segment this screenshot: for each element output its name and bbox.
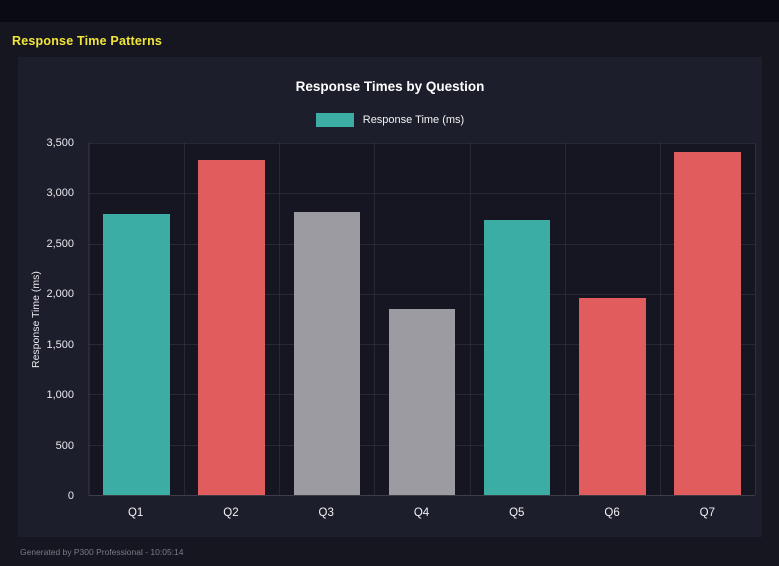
chart-panel: Response Times by Question Response Time… — [18, 57, 762, 537]
footer-note: Generated by P300 Professional - 10:05:1… — [20, 547, 184, 557]
bar-cell — [565, 143, 660, 495]
gridline-vertical — [469, 143, 471, 495]
bar-q5 — [483, 220, 551, 495]
top-window-strip — [0, 0, 779, 22]
legend-label: Response Time (ms) — [362, 114, 465, 126]
chart-legend: Response Time (ms) — [18, 113, 762, 127]
gridline-vertical — [564, 143, 566, 495]
y-tick-label: 1,000 — [46, 389, 74, 402]
y-tick-label: 2,500 — [46, 237, 74, 250]
y-tick-label: 1,500 — [46, 338, 74, 351]
gridline-vertical — [184, 143, 186, 495]
legend-swatch-icon — [315, 113, 354, 127]
bar-cell — [89, 143, 184, 495]
bars — [89, 143, 755, 495]
bar-q7 — [674, 152, 741, 495]
gridline-horizontal — [89, 143, 755, 144]
gridline-vertical — [89, 143, 90, 495]
gridline-vertical — [279, 143, 281, 495]
bar-cell — [470, 143, 565, 495]
gridline-vertical — [659, 143, 661, 495]
x-tick-label: Q3 — [318, 507, 334, 519]
bar-q1 — [103, 214, 170, 495]
x-axis-labels: Q1 Q2 Q3 Q4 Q5 Q6 Q7 — [88, 507, 755, 519]
bar-q4 — [388, 308, 456, 495]
y-axis-ticks: 0 500 1,000 1,500 2,000 2,500 3,000 3,500 — [18, 137, 80, 502]
gridline-horizontal — [89, 193, 755, 195]
y-tick-label: 3,500 — [46, 137, 74, 149]
bar-cell — [184, 143, 279, 495]
gridline-horizontal — [89, 293, 755, 295]
x-tick-label: Q4 — [413, 507, 430, 519]
x-tick-label: Q5 — [509, 507, 525, 519]
page-title: Response Time Patterns — [12, 34, 163, 48]
y-tick-label: 2,000 — [46, 288, 74, 301]
bar-cell — [660, 143, 755, 495]
bar-cell — [279, 143, 374, 495]
x-tick-label: Q7 — [699, 507, 715, 519]
bar-cell — [374, 143, 469, 495]
y-tick-label: 500 — [55, 439, 74, 452]
x-tick-label: Q1 — [127, 507, 144, 519]
gridline-vertical — [755, 143, 756, 495]
bar-q2 — [198, 160, 265, 495]
x-tick-label: Q6 — [604, 507, 620, 519]
y-tick-label: 0 — [67, 490, 74, 502]
x-tick-label: Q2 — [223, 507, 239, 519]
plot-area — [88, 143, 756, 496]
gridline-vertical — [374, 143, 376, 495]
bar-q6 — [578, 297, 646, 495]
gridline-horizontal — [89, 495, 755, 496]
chart-title: Response Times by Question — [295, 79, 485, 94]
y-tick-label: 3,000 — [46, 187, 74, 200]
gridline-horizontal — [89, 243, 755, 245]
bar-q3 — [293, 212, 361, 495]
